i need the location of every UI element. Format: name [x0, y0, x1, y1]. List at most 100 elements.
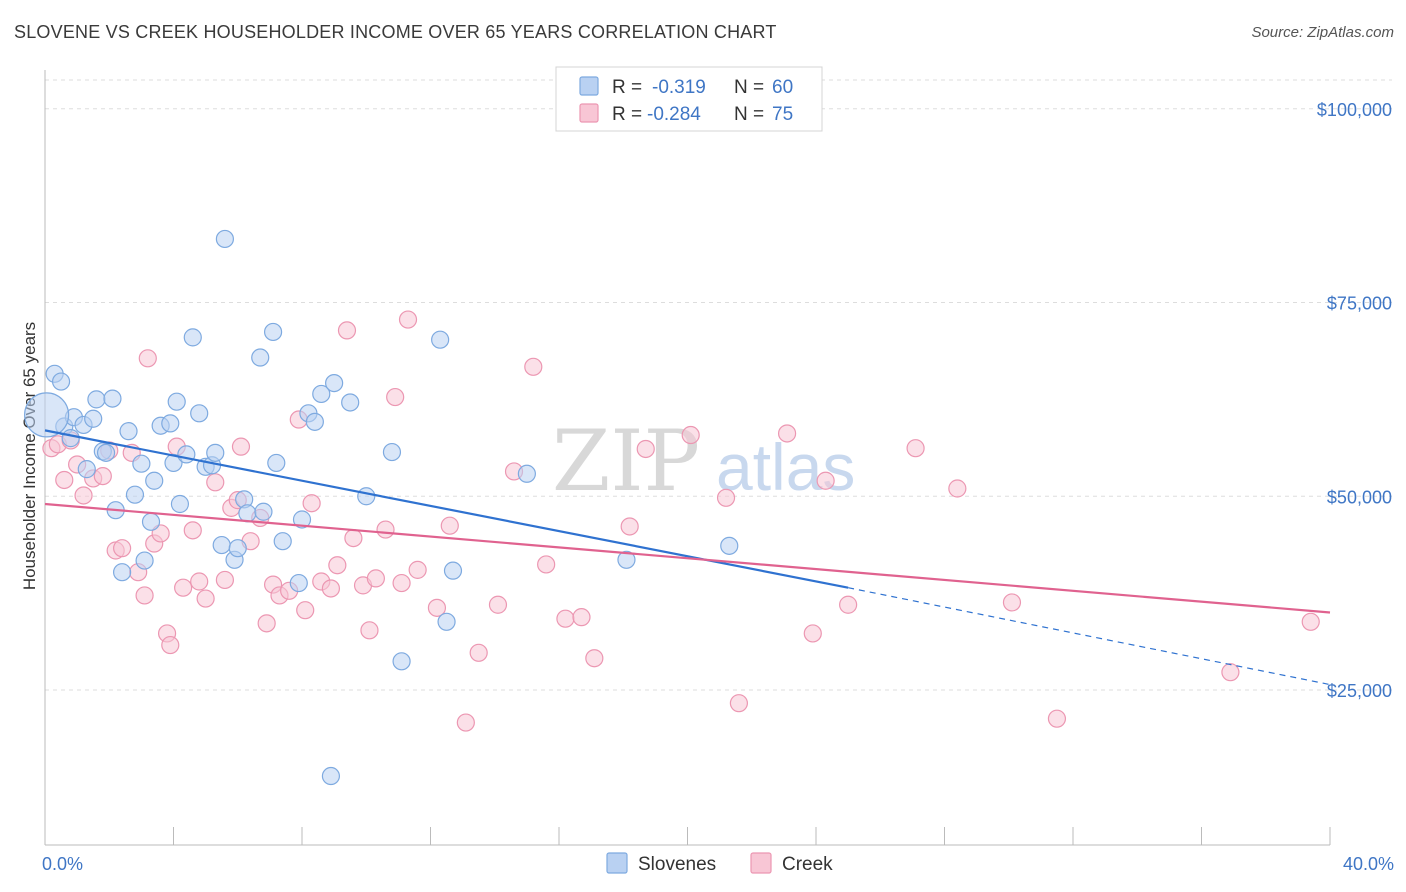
creek-point [488, 595, 508, 614]
slovene-point [170, 494, 190, 514]
slovene-point [77, 460, 96, 479]
creek-point [360, 621, 379, 640]
slovene-point [517, 464, 536, 483]
slovene-point [84, 409, 103, 428]
trend-lines [44, 429, 1331, 686]
creek-point [469, 643, 488, 662]
creek-point [839, 595, 858, 614]
slovene-point [357, 487, 376, 506]
slovene-point [167, 392, 186, 411]
slovene-point [215, 229, 234, 249]
slovene-point [312, 384, 331, 404]
creek-trend-line [44, 502, 1331, 614]
legend-n-label: N = [734, 77, 764, 98]
legend-n-value: 75 [772, 104, 793, 125]
creek-point [1301, 612, 1320, 631]
slovene-point [135, 551, 154, 570]
x-tick-label: 0.0% [42, 854, 83, 874]
creek-point [302, 494, 321, 513]
creek-point [151, 524, 170, 543]
creek-point [376, 520, 395, 539]
slovene-point [321, 766, 341, 786]
slovene-point [51, 372, 71, 391]
legend-box [555, 66, 823, 132]
legend-r-label: R = [612, 77, 642, 98]
slovene-point [125, 485, 145, 504]
slovene-point [206, 443, 225, 462]
slovene-point [61, 429, 80, 448]
creek-point [135, 586, 154, 605]
axes [44, 70, 1331, 846]
creek-point [572, 608, 591, 627]
creek-point [296, 601, 315, 620]
creek-point [196, 589, 215, 608]
slovene-point [443, 561, 463, 580]
creek-point [398, 310, 418, 329]
watermark-zip-text: ZIP [552, 412, 700, 510]
slovene-point [431, 330, 450, 349]
creek-point [948, 479, 967, 498]
slovene-point [292, 510, 312, 529]
creek-point [1002, 593, 1022, 612]
slovene-point [96, 443, 116, 462]
slovene-point [228, 539, 247, 558]
legend-n-value: 60 [772, 77, 793, 98]
creek-point [190, 572, 209, 591]
creek-point [138, 349, 157, 368]
creek-point [440, 516, 459, 535]
legend-swatch-slovene [579, 76, 599, 96]
chart-source: Source: ZipAtlas.com [1251, 24, 1394, 41]
creek-point [328, 556, 347, 575]
creek-point [777, 424, 797, 443]
slovene-point [254, 502, 273, 521]
slovene-point [289, 573, 308, 593]
series-legend: Slovenes Creek [606, 852, 833, 875]
creek-point [161, 635, 180, 655]
creek-point [556, 609, 575, 628]
slovene-point [263, 322, 283, 342]
creek-point [1221, 663, 1240, 682]
creek-point [803, 624, 822, 643]
y-axis-label: Householder Income Over 65 years [20, 322, 39, 590]
slovene-point [103, 389, 122, 408]
correlation-legend: R = -0.319 N = 60 R = -0.284 N = 75 [555, 66, 823, 132]
legend-swatch-creek [750, 852, 772, 874]
slovene-point [251, 348, 270, 367]
slovene-point [132, 454, 151, 473]
creek-point [386, 387, 405, 407]
legend-label-slovenes: Slovenes [638, 854, 716, 875]
legend-r-label: R = [612, 104, 642, 125]
x-tick-label: 40.0% [1343, 854, 1394, 874]
slovene-point [273, 532, 292, 551]
y-tick-label: $100,000 [1317, 100, 1392, 120]
slovene-point [161, 414, 180, 433]
slovene-point [119, 422, 138, 441]
creek-point [174, 578, 193, 597]
slovene-point [617, 550, 636, 569]
creek-point [215, 570, 234, 590]
watermark: ZIP atlas [552, 412, 855, 510]
slovene-point [112, 563, 132, 582]
slovene-point [212, 535, 231, 555]
slovene-series-points [24, 229, 739, 786]
creek-point [231, 437, 251, 456]
creek-point [537, 555, 556, 574]
creek-point [585, 649, 604, 668]
slovene-point [164, 453, 183, 473]
slovene-point [382, 442, 402, 462]
creek-point [906, 439, 925, 458]
slovene-point [190, 404, 209, 423]
slovene-point [392, 652, 411, 671]
creek-point [408, 560, 427, 579]
creek-point [729, 694, 749, 713]
creek-point [183, 521, 202, 540]
legend-swatch-creek [579, 103, 599, 123]
legend-swatch-slovenes [606, 852, 628, 874]
creek-point [456, 713, 475, 732]
x-tick-labels: 0.0% 40.0% [42, 854, 1394, 874]
chart-title: SLOVENE VS CREEK HOUSEHOLDER INCOME OVER… [14, 22, 777, 42]
slovene-point [87, 390, 106, 409]
creek-point [392, 573, 411, 593]
slovene-point [267, 453, 286, 473]
